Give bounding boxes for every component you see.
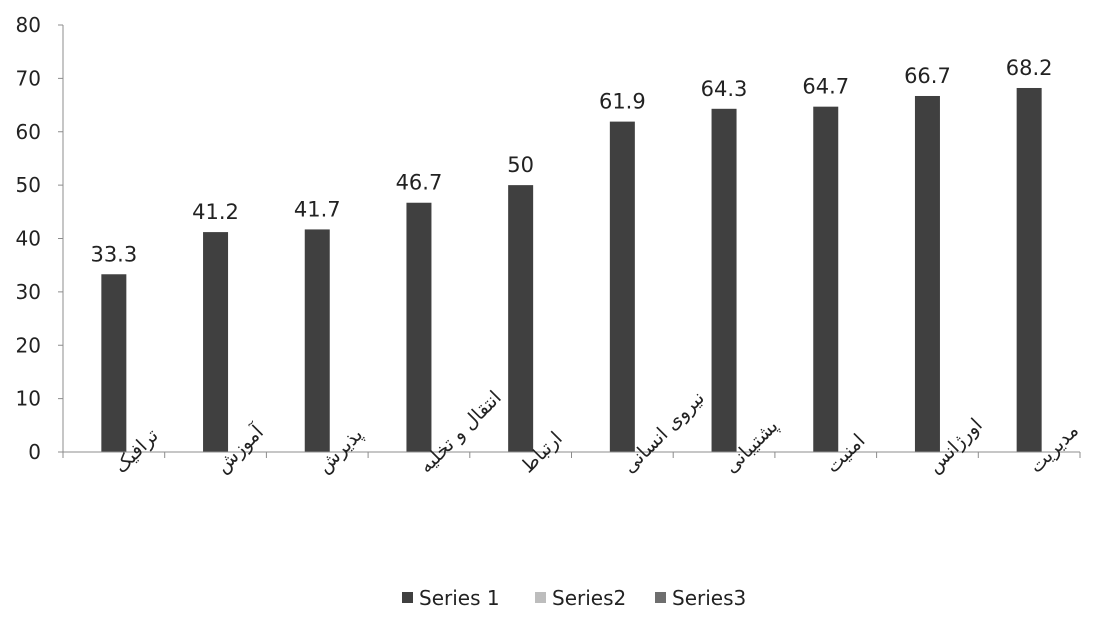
- data-label: 66.7: [904, 64, 951, 88]
- legend-swatch: [535, 592, 546, 603]
- legend: Series 1 Series2 Series3: [402, 586, 746, 610]
- bar: [304, 229, 330, 452]
- y-tick-label: 20: [16, 333, 41, 357]
- data-label: 41.7: [294, 197, 341, 221]
- legend-swatch: [402, 592, 413, 603]
- data-label: 46.7: [396, 171, 443, 195]
- data-label: 50: [507, 153, 534, 177]
- bar: [101, 274, 127, 452]
- data-label: 64.3: [701, 77, 748, 101]
- bar: [508, 185, 534, 452]
- data-label: 41.2: [192, 200, 239, 224]
- legend-swatch: [655, 592, 666, 603]
- data-label: 64.7: [802, 75, 849, 99]
- y-tick-label: 70: [16, 66, 41, 90]
- bar: [406, 202, 432, 452]
- y-tick-label: 0: [28, 440, 41, 464]
- bars: [101, 87, 1042, 453]
- bar: [1016, 87, 1042, 453]
- y-tick-label: 50: [16, 173, 41, 197]
- y-tick-label: 10: [16, 387, 41, 411]
- data-labels: 33.3 41.2 41.7 46.7 50 61.9 64.3 64.7 66.7 68.2: [90, 56, 1052, 266]
- data-label: 33.3: [90, 242, 137, 266]
- bar: [609, 121, 635, 452]
- bar: [711, 108, 737, 452]
- y-axis: 0 10 20 30 40 50 60 70 80: [16, 13, 64, 464]
- legend-label: Series2: [552, 586, 626, 610]
- data-label: 68.2: [1006, 56, 1053, 80]
- y-tick-label: 30: [16, 280, 41, 304]
- legend-label: Series 1: [419, 586, 500, 610]
- bar: [914, 95, 940, 453]
- legend-label: Series3: [672, 586, 746, 610]
- y-tick-label: 80: [16, 13, 41, 37]
- y-tick-label: 40: [16, 227, 41, 251]
- bar: [813, 106, 839, 452]
- data-label: 61.9: [599, 90, 646, 114]
- y-tick-label: 60: [16, 120, 41, 144]
- bar: [203, 232, 229, 452]
